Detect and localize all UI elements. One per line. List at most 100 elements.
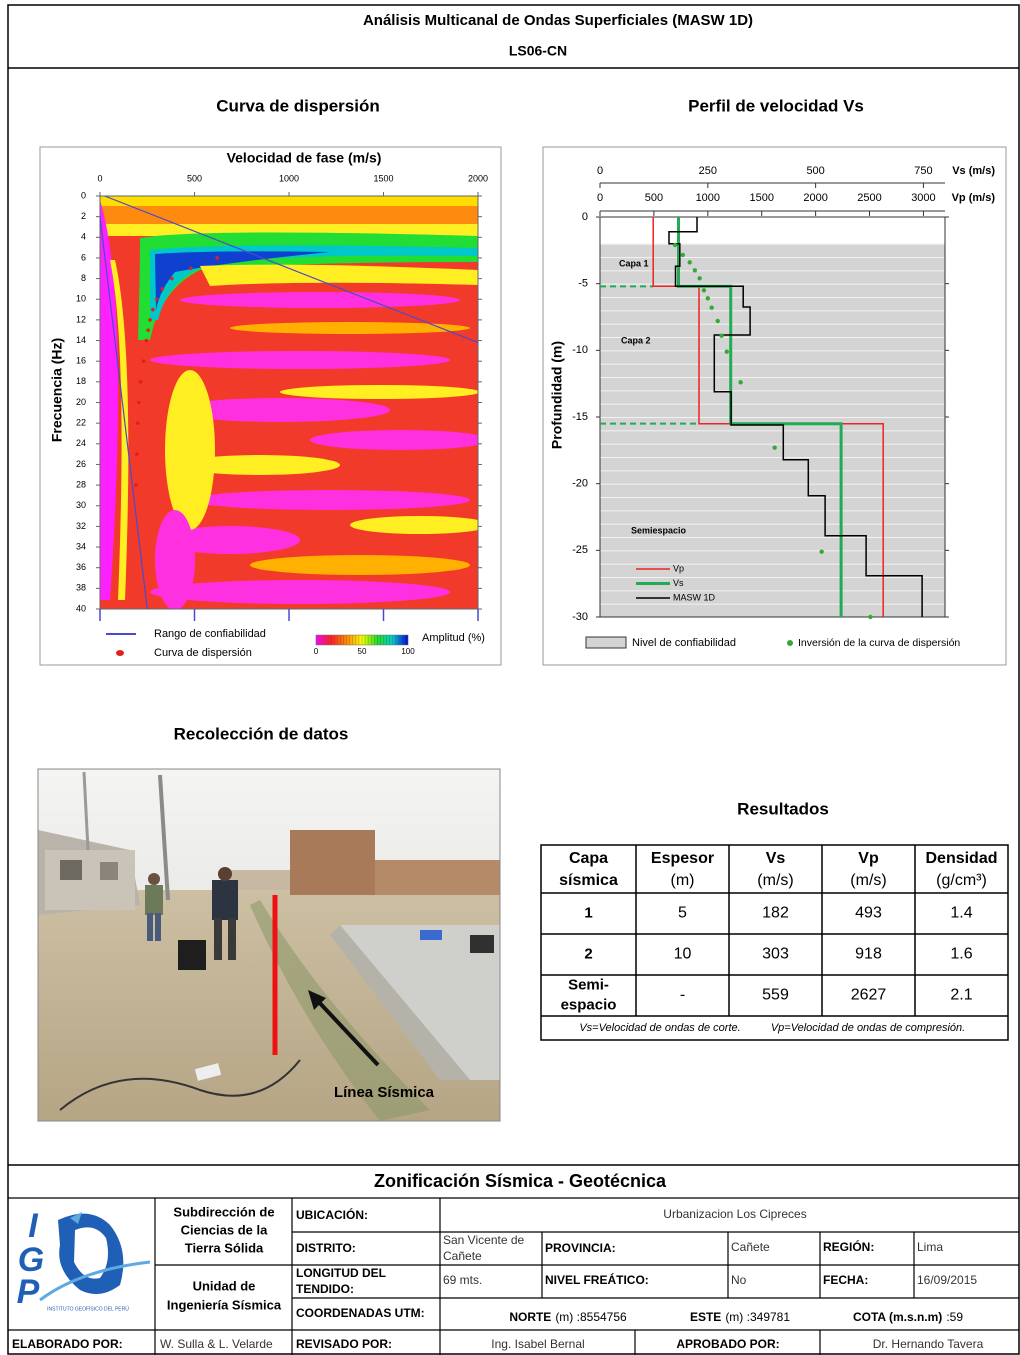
field-value: Lima <box>917 1240 943 1254</box>
coordinate-part: (m) : <box>555 1310 580 1324</box>
layer-annotation: Capa 1 <box>619 258 649 268</box>
inversion-point <box>705 296 711 301</box>
field-label: APROBADO POR: <box>676 1337 779 1351</box>
y-tick-label: -10 <box>572 344 588 356</box>
table-note: Vs=Velocidad de ondas de corte. <box>579 1022 740 1034</box>
legend-label: Nivel de confiabilidad <box>632 637 736 649</box>
y-tick-label: -25 <box>572 544 588 556</box>
inversion-point <box>724 349 729 354</box>
dispersion-point <box>148 318 152 322</box>
colorbar-label: Amplitud (%) <box>422 632 485 644</box>
inversion-point <box>687 260 692 265</box>
page-border <box>7 4 1020 1355</box>
inversion-point <box>772 445 777 450</box>
dispersion-point <box>151 307 155 312</box>
coordinate: ESTE (m) :349781 <box>690 1310 790 1324</box>
y-tick-label: 2 <box>81 211 86 221</box>
section-title: Recolección de datos <box>174 724 349 743</box>
x-tick-label: 750 <box>914 165 932 177</box>
coordinate-part: (m) : <box>725 1310 750 1324</box>
chart-title: Perfil de velocidad Vs <box>688 96 864 115</box>
y-tick-label: 20 <box>76 397 86 407</box>
inversion-point <box>692 268 698 273</box>
field-label: NIVEL FREÁTICO: <box>545 1272 649 1287</box>
photo-image <box>38 769 500 1121</box>
table-header: (m) <box>671 872 695 889</box>
coordinate: COTA (m.s.n.m):59 <box>853 1310 963 1324</box>
coordinate-part: : <box>946 1310 949 1324</box>
y-tick-label: 40 <box>76 603 86 613</box>
table-cell: 2.1 <box>950 987 972 1004</box>
y-tick-label: -30 <box>572 611 588 623</box>
y-tick-label: 22 <box>76 418 86 428</box>
profile-line <box>677 217 843 617</box>
logo-letter: G <box>18 1241 44 1279</box>
x-tick-label: 1500 <box>373 173 393 183</box>
y-tick-label: 0 <box>81 190 86 200</box>
y-tick-label: 14 <box>76 335 86 345</box>
page-code: LS06-CN <box>509 43 567 59</box>
x-tick-label: 3000 <box>911 192 935 204</box>
table-cell: 1.4 <box>950 905 972 922</box>
y-tick-label: 32 <box>76 521 86 531</box>
confidence-area <box>600 243 945 617</box>
inversion-point <box>715 318 720 324</box>
legend-label: Vs <box>673 578 684 588</box>
legend-label: Curva de dispersión <box>154 647 252 659</box>
table-header: (g/cm³) <box>936 872 987 889</box>
x-tick-label: 0 <box>597 192 603 204</box>
table-cell: 182 <box>762 905 789 922</box>
table-header: (m/s) <box>757 872 793 889</box>
inversion-point <box>680 252 685 258</box>
table-header: Vp <box>858 850 879 867</box>
chart-box <box>542 146 1007 666</box>
logo-letter: I <box>28 1207 39 1245</box>
legend-swatch <box>585 636 627 649</box>
inversion-point <box>697 276 702 281</box>
heatmap-image <box>100 196 478 609</box>
layer-annotation: Semiespacio <box>631 525 687 535</box>
section-title: Resultados <box>737 799 829 818</box>
x-tick-label: 1000 <box>696 192 720 204</box>
y-tick-label: 24 <box>76 438 86 448</box>
coordinate-part: 349781 <box>750 1310 790 1324</box>
inversion-point <box>819 549 824 554</box>
legend-dot <box>787 640 793 646</box>
legend-label: Vp <box>673 563 684 573</box>
unit-name: Subdirección de <box>173 1204 274 1219</box>
field-label: FECHA: <box>823 1273 868 1287</box>
field-label: LONGITUD DEL <box>296 1266 386 1280</box>
table-cell: 5 <box>678 905 687 922</box>
coordinate-part: NORTE <box>509 1310 551 1324</box>
y-tick-label: 6 <box>81 252 86 262</box>
legend-label: Inversión de la curva de dispersión <box>798 637 960 649</box>
y-tick-label: 38 <box>76 583 86 593</box>
dispersion-point <box>146 328 150 333</box>
x-axis-label: Vp (m/s) <box>952 192 996 204</box>
field-value: 69 mts. <box>443 1273 482 1287</box>
coordinate-part: 59 <box>950 1310 964 1324</box>
y-tick-label: 26 <box>76 459 86 469</box>
x-tick-label: 500 <box>645 192 663 204</box>
unit-name: Tierra Sólida <box>185 1240 264 1255</box>
x-axis-label: Velocidad de fase (m/s) <box>227 150 382 166</box>
page-title: Análisis Multicanal de Ondas Superficial… <box>363 12 753 29</box>
unit-name: Unidad de <box>193 1278 256 1293</box>
table-cell: 493 <box>855 905 882 922</box>
dispersion-point <box>136 421 140 425</box>
table-cell: 1 <box>584 904 592 921</box>
unit-name: Ciencias de la <box>181 1222 268 1237</box>
y-tick-label: 28 <box>76 479 86 489</box>
table-header: sísmica <box>559 872 618 889</box>
footer-title: Zonificación Sísmica - Geotécnica <box>374 1171 667 1191</box>
table-border <box>540 844 1009 1041</box>
y-tick-label: -15 <box>572 411 588 423</box>
y-axis-label: Frecuencia (Hz) <box>49 338 65 442</box>
table-note: Vp=Velocidad de ondas de compresión. <box>771 1022 965 1034</box>
dispersion-point <box>136 400 141 405</box>
dispersion-point <box>141 359 146 364</box>
y-axis-label: Profundidad (m) <box>549 341 565 449</box>
profile-line <box>668 217 923 617</box>
legend-label: MASW 1D <box>673 592 716 602</box>
